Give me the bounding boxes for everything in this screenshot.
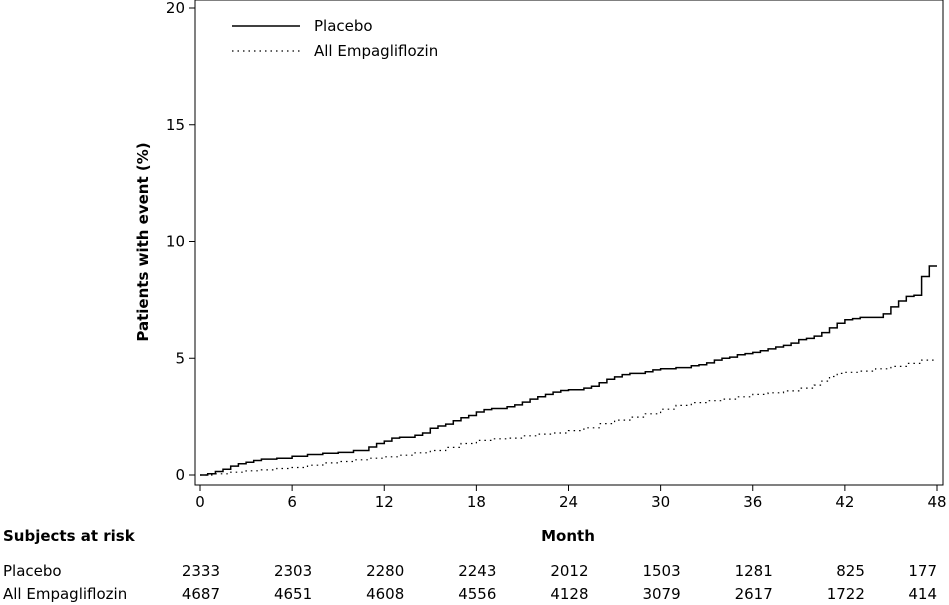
y-axis: 0 5 10 15 20 — [166, 0, 195, 484]
series-line-placebo — [200, 265, 937, 476]
y-axis-title: Patients with event (%) — [134, 142, 152, 341]
risk-value: 177 — [908, 562, 937, 580]
risk-value: 2243 — [458, 562, 496, 580]
risk-value: 2617 — [735, 585, 773, 603]
series-line-empagliflozin — [200, 359, 937, 476]
series-layer — [200, 265, 937, 476]
risk-value: 1722 — [827, 585, 865, 603]
risk-value: 2012 — [550, 562, 588, 580]
risk-value: 2280 — [366, 562, 404, 580]
risk-value: 825 — [836, 562, 865, 580]
risk-table-title: Subjects at risk — [3, 527, 136, 545]
x-tick-label: 12 — [375, 493, 394, 511]
risk-value: 4128 — [550, 585, 588, 603]
risk-row-label: All Empagliflozin — [3, 585, 127, 603]
plot-frame — [194, 0, 944, 486]
x-tick-label: 18 — [467, 493, 486, 511]
risk-value: 4687 — [182, 585, 220, 603]
x-tick-label: 48 — [927, 493, 946, 511]
x-axis: 0 6 12 18 24 30 36 42 48 — [195, 485, 947, 511]
x-axis-title: Month — [541, 527, 595, 545]
x-tick-label: 0 — [195, 493, 205, 511]
x-tick-label: 24 — [559, 493, 578, 511]
legend-label-placebo: Placebo — [314, 17, 373, 35]
risk-value: 414 — [908, 585, 937, 603]
risk-value: 1503 — [642, 562, 680, 580]
x-tick-label: 30 — [651, 493, 670, 511]
risk-value: 2333 — [182, 562, 220, 580]
risk-value: 4608 — [366, 585, 404, 603]
risk-table: Placebo 2333 2303 2280 2243 2012 1503 1281 825 17… — [3, 562, 937, 603]
legend: Placebo All Empagliflozin — [232, 17, 438, 60]
y-tick-label: 5 — [175, 349, 185, 367]
legend-label-empagliflozin: All Empagliflozin — [314, 42, 438, 60]
y-tick-label: 10 — [166, 233, 185, 251]
y-tick-label: 0 — [175, 466, 185, 484]
y-tick-label: 15 — [166, 116, 185, 134]
y-tick-label: 20 — [166, 0, 185, 17]
x-tick-label: 36 — [743, 493, 762, 511]
risk-value: 4651 — [274, 585, 312, 603]
x-tick-label: 6 — [287, 493, 297, 511]
x-tick-label: 42 — [835, 493, 854, 511]
risk-value: 3079 — [642, 585, 680, 603]
risk-value: 2303 — [274, 562, 312, 580]
risk-value: 4556 — [458, 585, 496, 603]
risk-row-label: Placebo — [3, 562, 62, 580]
risk-value: 1281 — [735, 562, 773, 580]
